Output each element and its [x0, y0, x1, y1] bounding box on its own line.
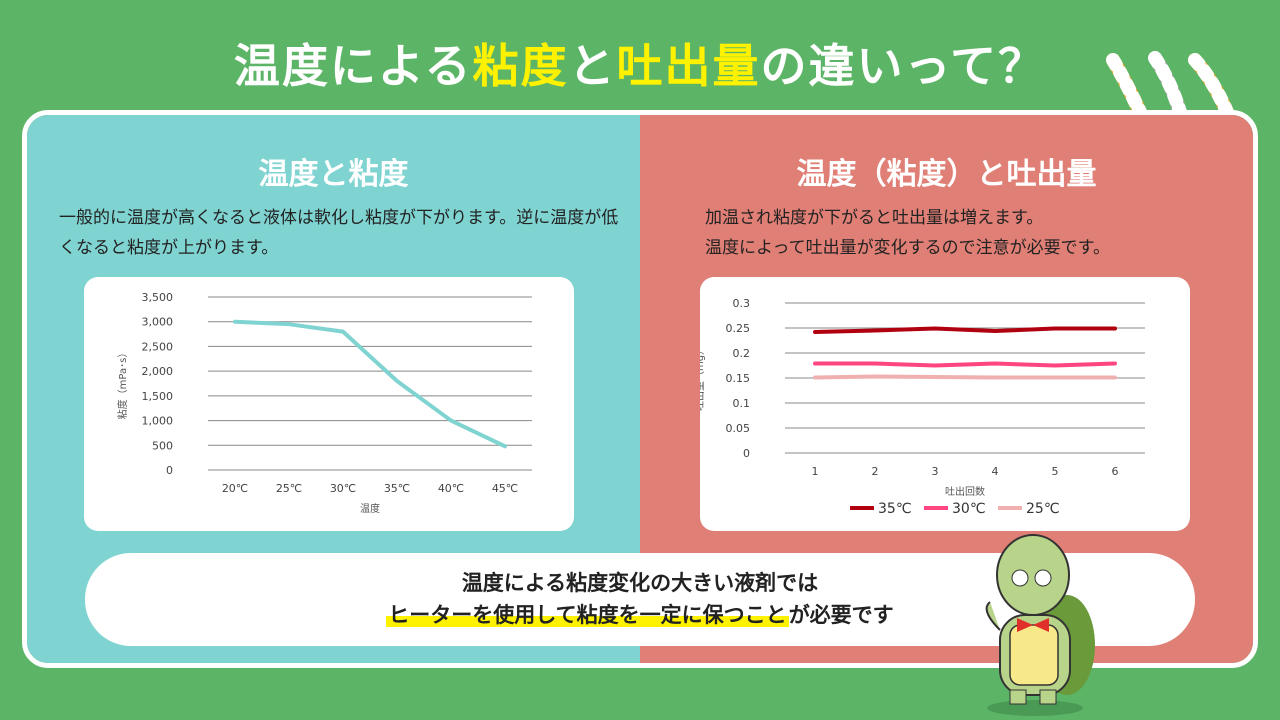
chart-card: 0 0.05 0.1 0.15 0.2 0.25 0.3 1 2 3 4 5 6 吐出回数 吐出量（mg） 3… [693, 277, 1190, 531]
x-tick-label: 3 [932, 465, 939, 478]
y-tick-label: 0.25 [726, 322, 751, 335]
title-part: 温度による [233, 39, 473, 93]
title-part: と [568, 39, 617, 93]
highlight-text: ヒーターを使用して粘度を一定に保つこと [386, 603, 789, 627]
chart-card: 0 500 1,000 1,500 2,000 2,500 3,000 3,500 20℃ 25℃… [84, 277, 574, 531]
title-part: の違いって？ [760, 39, 1047, 93]
series-line-25℃ [813, 374, 1117, 380]
y-axis-label: 粘度（mPa･s） [116, 348, 129, 420]
y-tick-label: 1,500 [142, 390, 174, 403]
discharge-chart: 0 0.05 0.1 0.15 0.2 0.25 0.3 1 2 3 4 5 6 吐出回数 吐出量（mg） 3… [693, 297, 1145, 517]
x-tick-label: 35℃ [384, 482, 410, 495]
legend-label: 30℃ [952, 501, 986, 517]
y-tick-label: 2,500 [142, 340, 174, 353]
x-tick-label: 20℃ [222, 482, 248, 495]
series-line-30℃ [813, 361, 1117, 368]
title-highlight: 粘度 [472, 39, 569, 93]
x-tick-label: 6 [1112, 465, 1119, 478]
title-highlight: 吐出量 [616, 39, 761, 93]
turtle-mascot [985, 534, 1095, 716]
series-line-viscosity [233, 319, 507, 449]
y-tick-label: 1,000 [142, 415, 174, 428]
x-tick-label: 4 [992, 465, 999, 478]
x-tick-label: 40℃ [438, 482, 464, 495]
text: が必要です [788, 603, 894, 627]
x-tick-label: 45℃ [492, 482, 518, 495]
text-line: 温度によって吐出量が変化するので注意が必要です。 [705, 238, 1110, 258]
y-tick-label: 0.05 [726, 422, 751, 435]
y-tick-label: 3,000 [142, 316, 174, 329]
conclusion-line: ヒーターを使用して粘度を一定に保つことが必要です [85, 599, 1195, 631]
y-tick-label: 0.2 [733, 347, 751, 360]
y-axis-label: 吐出量（mg） [700, 345, 706, 411]
x-tick-label: 30℃ [330, 482, 356, 495]
y-tick-label: 0 [166, 464, 173, 477]
eel-illustration [1106, 51, 1234, 115]
conclusion-line: 温度による粘度変化の大きい液剤では [461, 571, 819, 595]
y-tick-label: 0.3 [733, 297, 751, 310]
x-axis-label: 吐出回数 [945, 485, 985, 498]
x-axis-label: 温度 [360, 502, 380, 515]
legend-label: 25℃ [1026, 501, 1060, 517]
x-tick-label: 1 [812, 465, 819, 478]
text-line: 加温され粘度が下がると吐出量は増えます。 [705, 208, 1044, 228]
y-tick-label: 0 [743, 447, 750, 460]
legend-label: 35℃ [878, 501, 912, 517]
y-tick-label: 500 [152, 439, 173, 452]
discharge-section: 温度（粘度）と吐出量 加温され粘度が下がると吐出量は増えます。温度によって吐出量… [640, 115, 1253, 663]
y-tick-label: 2,000 [142, 365, 174, 378]
series-line-35℃ [813, 326, 1117, 334]
y-tick-label: 0.1 [733, 397, 751, 410]
y-tick-label: 3,500 [142, 291, 174, 304]
x-tick-label: 2 [872, 465, 879, 478]
x-tick-label: 5 [1052, 465, 1059, 478]
section-text: 加温され粘度が下がると吐出量は増えます。温度によって吐出量が変化するので注意が必… [705, 203, 1233, 263]
y-tick-label: 0.15 [726, 372, 751, 385]
section-text: 一般的に温度が高くなると液体は軟化し粘度が下がります。逆に温度が低くなると粘度が… [59, 208, 619, 258]
section-heading: 温度（粘度）と吐出量 [796, 157, 1097, 192]
viscosity-chart: 0 500 1,000 1,500 2,000 2,500 3,000 3,500 20℃ 25℃… [116, 291, 532, 515]
page-title: 温度による粘度と吐出量の違いって？ [0, 30, 1280, 96]
x-tick-label: 25℃ [276, 482, 302, 495]
section-heading: 温度と粘度 [258, 157, 409, 192]
